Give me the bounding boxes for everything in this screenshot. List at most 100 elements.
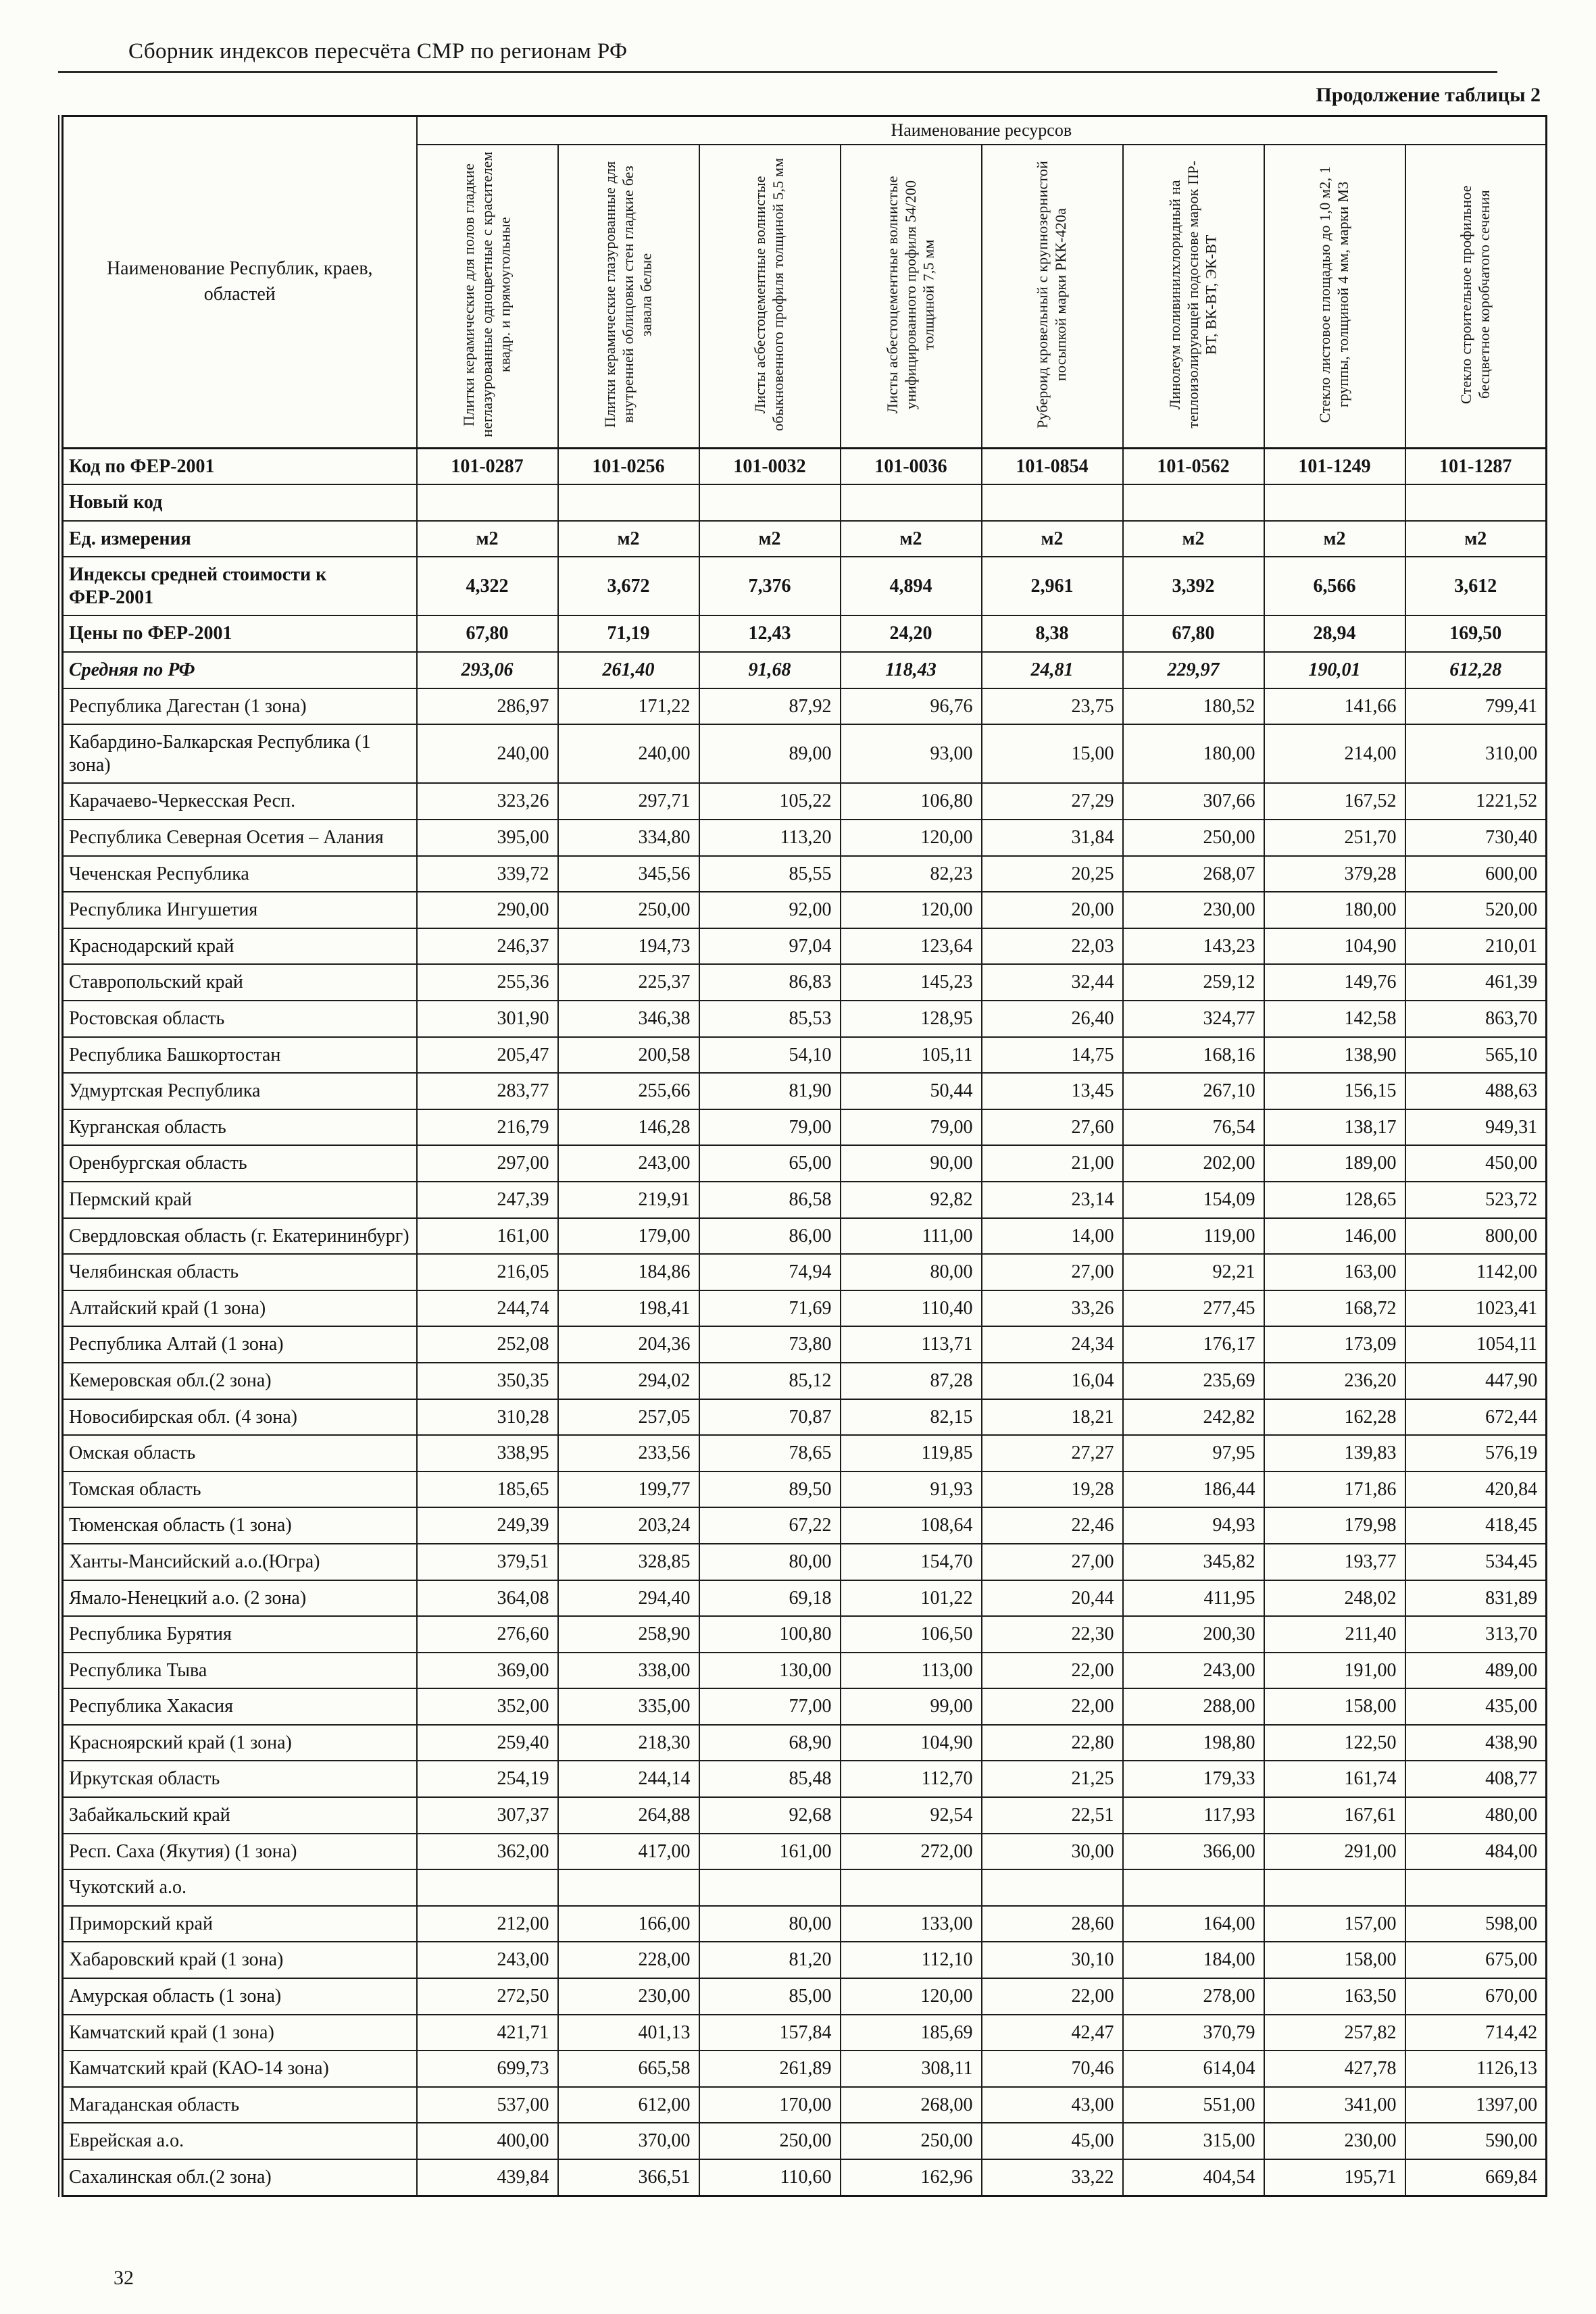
value-cell: 863,70 <box>1404 1000 1547 1038</box>
value-cell: 27,00 <box>980 1542 1124 1581</box>
value-cell: 193,77 <box>1263 1542 1406 1581</box>
resource-column-header: Плитки керамические для полов гладкие не… <box>416 143 559 449</box>
value-cell: 94,93 <box>1122 1507 1265 1544</box>
region-row: Сахалинская обл.(2 зона) 439,84 366,51 110,… <box>61 2158 1547 2197</box>
value-cell: 352,00 <box>416 1688 559 1726</box>
value-cell: 612,28 <box>1404 651 1547 689</box>
value-cell: 205,47 <box>416 1036 559 1074</box>
value-cell: 323,26 <box>416 782 559 821</box>
value-cell: 145,23 <box>839 963 982 1001</box>
region-row: Амурская область (1 зона) 272,50 230,00 85,… <box>61 1978 1547 2015</box>
value-cell: 180,52 <box>1122 687 1265 726</box>
value-cell: 69,18 <box>698 1579 841 1617</box>
row-label: Карачаево-Черкесская Респ. <box>61 782 418 821</box>
value-cell: 173,09 <box>1263 1326 1406 1363</box>
value-cell: 130,00 <box>698 1651 841 1690</box>
value-cell: 427,78 <box>1263 2050 1406 2088</box>
value-cell: 14,00 <box>980 1217 1124 1255</box>
value-cell: 261,89 <box>698 2050 841 2088</box>
value-cell: 180,00 <box>1263 891 1406 929</box>
resource-column-header: Рубероид кровельный с крупнозернистой по… <box>980 143 1124 449</box>
region-row: Республика Тыва 369,00 338,00 130,00 113,00 2… <box>61 1651 1547 1690</box>
value-cell: 200,30 <box>1122 1615 1265 1653</box>
value-cell: 203,24 <box>557 1507 700 1544</box>
value-cell: 259,12 <box>1122 963 1265 1001</box>
value-cell: м2 <box>839 520 982 558</box>
value-cell: м2 <box>698 520 841 558</box>
value-cell: 366,51 <box>557 2158 700 2197</box>
value-cell: 230,00 <box>557 1978 700 2015</box>
value-cell: 96,76 <box>839 687 982 726</box>
value-cell: 22,03 <box>980 927 1124 965</box>
row-label: Свердловская область (г. Екатерининбург) <box>61 1217 418 1255</box>
resource-column-header: Листы асбестоцементные волнистые унифици… <box>839 143 982 449</box>
value-cell: 345,82 <box>1122 1542 1265 1581</box>
value-cell: 576,19 <box>1404 1434 1547 1472</box>
value-cell: 85,12 <box>698 1361 841 1400</box>
value-cell: 89,00 <box>698 724 841 784</box>
value-cell: 171,22 <box>557 687 700 726</box>
value-cell: 257,82 <box>1263 2013 1406 2052</box>
row-label: Оренбургская область <box>61 1145 418 1182</box>
value-cell: 113,20 <box>698 819 841 857</box>
value-cell <box>557 1869 700 1907</box>
row-label: Алтайский край (1 зона) <box>61 1289 418 1328</box>
value-cell: 92,21 <box>1122 1253 1265 1291</box>
resource-column-header: Стекло листовое площадью до 1,0 м2, 1 гр… <box>1263 143 1406 449</box>
value-cell: 246,37 <box>416 927 559 965</box>
value-cell: 22,00 <box>980 1978 1124 2015</box>
value-cell: 228,00 <box>557 1941 700 1980</box>
value-cell: 119,00 <box>1122 1217 1265 1255</box>
row-label: Республика Бурятия <box>61 1615 418 1653</box>
value-cell: 26,40 <box>980 1000 1124 1038</box>
value-cell: 122,50 <box>1263 1724 1406 1762</box>
row-label: Кабардино-Балкарская Республика (1 зона) <box>61 724 418 784</box>
value-cell: 194,73 <box>557 927 700 965</box>
value-cell: 163,00 <box>1263 1253 1406 1291</box>
value-cell: 286,97 <box>416 687 559 726</box>
row-label: Челябинская область <box>61 1253 418 1291</box>
value-cell: 97,04 <box>698 927 841 965</box>
value-cell: 154,09 <box>1122 1180 1265 1219</box>
region-row: Томская область 185,65 199,77 89,50 91,93 19,… <box>61 1470 1547 1509</box>
value-cell: 179,33 <box>1122 1760 1265 1799</box>
value-cell: 730,40 <box>1404 819 1547 857</box>
row-label: Индексы средней стоимости к ФЕР-2001 <box>61 556 418 617</box>
value-cell: 123,64 <box>839 927 982 965</box>
value-cell: 313,70 <box>1404 1615 1547 1653</box>
value-cell: 338,00 <box>557 1651 700 1690</box>
value-cell: 294,02 <box>557 1361 700 1400</box>
value-cell: 28,60 <box>980 1905 1124 1943</box>
value-cell: 219,91 <box>557 1180 700 1219</box>
value-cell <box>416 484 559 522</box>
value-cell: 480,00 <box>1404 1796 1547 1834</box>
value-cell: 162,28 <box>1263 1398 1406 1436</box>
value-cell: 120,00 <box>839 891 982 929</box>
value-cell: 379,51 <box>416 1542 559 1581</box>
table-caption: Продолжение таблицы 2 <box>1316 84 1541 106</box>
value-cell: 534,45 <box>1404 1542 1547 1581</box>
value-cell: 379,28 <box>1263 855 1406 893</box>
value-cell: 315,00 <box>1122 2122 1265 2160</box>
resource-header-row: Плитки керамические для полов гладкие не… <box>63 143 1547 449</box>
value-cell: 113,71 <box>839 1326 982 1363</box>
value-cell: 23,75 <box>980 687 1124 726</box>
value-cell: 240,00 <box>557 724 700 784</box>
value-cell: 101-0287 <box>416 447 559 486</box>
value-cell: 252,08 <box>416 1326 559 1363</box>
region-row: Магаданская область 537,00 612,00 170,00 268… <box>61 2086 1547 2124</box>
row-label: Омская область <box>61 1434 418 1472</box>
value-cell: 85,53 <box>698 1000 841 1038</box>
value-cell: 157,00 <box>1263 1905 1406 1943</box>
value-cell: 79,00 <box>839 1108 982 1147</box>
value-cell: 167,61 <box>1263 1796 1406 1834</box>
value-cell: 43,00 <box>980 2086 1124 2124</box>
value-cell: 22,80 <box>980 1724 1124 1762</box>
value-cell: 614,04 <box>1122 2050 1265 2088</box>
value-cell: 70,46 <box>980 2050 1124 2088</box>
region-row: Оренбургская область 297,00 243,00 65,00 90,… <box>61 1145 1547 1182</box>
value-cell: 1221,52 <box>1404 782 1547 821</box>
value-cell <box>1263 484 1406 522</box>
value-cell: 33,26 <box>980 1289 1124 1328</box>
value-cell: 158,00 <box>1263 1941 1406 1980</box>
